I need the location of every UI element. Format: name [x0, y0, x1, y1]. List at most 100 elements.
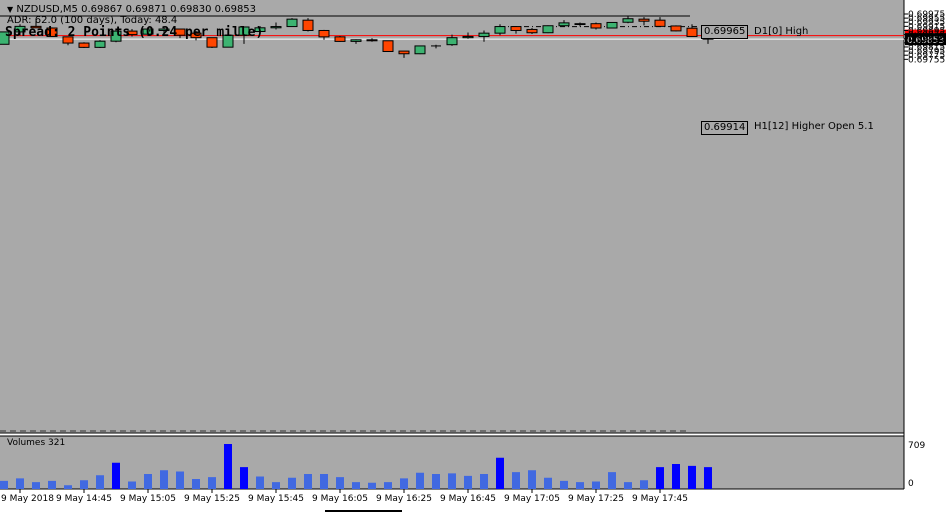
y-tick-label: 0.69835 — [908, 39, 945, 49]
candle-body — [526, 28, 538, 34]
volume-bar — [464, 475, 472, 489]
volume-bar — [336, 477, 344, 489]
candle-body — [622, 18, 634, 23]
volume-bar — [16, 478, 24, 489]
candle-body — [574, 23, 586, 26]
candle — [558, 20, 570, 27]
volume-zero-label: 0 — [908, 479, 914, 489]
candle — [510, 26, 522, 34]
x-tick-label: 9 May 17:05 — [504, 494, 560, 504]
candle — [110, 29, 122, 43]
candle — [142, 28, 154, 37]
y-tick-label: 0.69895 — [908, 26, 945, 36]
candle-body — [158, 28, 170, 31]
price-axis — [904, 0, 948, 489]
candle — [414, 45, 426, 55]
candle-body — [30, 25, 42, 29]
candle — [270, 22, 282, 30]
candle-body — [398, 50, 410, 55]
volume-bar — [368, 482, 376, 489]
candle — [526, 28, 538, 34]
candle-body — [254, 27, 266, 33]
candle — [366, 38, 378, 42]
adr-line: ADR: 62.0 (100 days), Today: 48.4 — [7, 15, 178, 26]
y-tick-label: 0.69815 — [908, 43, 945, 53]
volume-bar — [256, 476, 264, 489]
candle — [542, 25, 554, 34]
candle — [446, 34, 458, 46]
volume-bar — [496, 457, 504, 489]
candle — [350, 39, 362, 44]
candle-body — [14, 25, 26, 33]
symbol-info: NZDUSD,M5 0.69867 0.69871 0.69830 0.6985… — [16, 4, 257, 15]
candle — [206, 37, 218, 48]
volume-bar — [416, 472, 424, 489]
d1-high-label: D1[0] High — [754, 26, 809, 37]
volume-bar — [608, 472, 616, 489]
candle-body — [654, 19, 666, 27]
candle-body — [350, 39, 362, 42]
volume-title: Volumes 321 — [7, 438, 66, 448]
x-tick-label: 9 May 2018 — [1, 494, 54, 504]
d1-high-value-box: 0.69965 — [701, 25, 749, 39]
candle-body — [414, 45, 426, 55]
candle — [30, 20, 42, 29]
y-tick-label: 0.69755 — [908, 55, 945, 65]
volume-bar — [80, 480, 88, 489]
volume-bar — [448, 473, 456, 489]
candle — [574, 22, 586, 27]
volume-bar — [192, 479, 200, 489]
volume-bar — [272, 482, 280, 489]
candle-body — [638, 18, 650, 22]
candle-body — [78, 42, 90, 48]
candle — [190, 31, 202, 41]
candle — [174, 28, 186, 39]
x-tick-label: 9 May 16:45 — [440, 494, 496, 504]
candle — [222, 34, 234, 48]
candle-body — [318, 29, 330, 38]
h1-open-value-box: 0.69914 — [701, 121, 749, 135]
candle-body — [222, 34, 234, 48]
volume-bar — [352, 482, 360, 489]
candle — [654, 17, 666, 27]
candle — [46, 27, 58, 37]
symbol-line: ▼ NZDUSD,M5 0.69867 0.69871 0.69830 0.69… — [7, 4, 256, 15]
candle-body — [142, 28, 154, 35]
volume-bar — [160, 470, 168, 489]
candle-body — [270, 26, 282, 29]
time-axis — [0, 489, 904, 514]
candle — [158, 27, 170, 36]
volume-bar — [576, 482, 584, 489]
candle-body — [462, 35, 474, 39]
candle-body — [686, 27, 698, 37]
candle — [334, 36, 346, 42]
candle — [62, 36, 74, 46]
candle-body — [190, 32, 202, 39]
volume-bar — [432, 474, 440, 489]
x-tick-label: 9 May 17:25 — [568, 494, 624, 504]
x-tick-label: 9 May 14:45 — [56, 494, 112, 504]
candle — [0, 31, 10, 45]
candle — [606, 21, 618, 29]
x-tick-label: 9 May 15:45 — [248, 494, 304, 504]
volume-bar — [48, 480, 56, 489]
volume-bar — [96, 475, 104, 489]
x-tick-label: 9 May 17:45 — [632, 494, 688, 504]
volume-bar — [400, 478, 408, 489]
volume-bar — [32, 482, 40, 489]
volume-max-label: 709 — [908, 441, 925, 451]
candle — [14, 24, 26, 36]
main-plot-area — [0, 0, 904, 433]
chart-menu-icon[interactable]: ▼ — [7, 5, 14, 14]
candle — [286, 18, 298, 28]
candle — [462, 32, 474, 39]
candle-body — [494, 26, 506, 34]
candle-body — [670, 25, 682, 32]
candle — [302, 18, 314, 32]
current-price-marker-bg — [905, 33, 946, 46]
volume-bar — [656, 467, 664, 489]
candle-body — [0, 31, 10, 45]
candle-body — [286, 18, 298, 28]
volume-bar — [672, 464, 680, 489]
